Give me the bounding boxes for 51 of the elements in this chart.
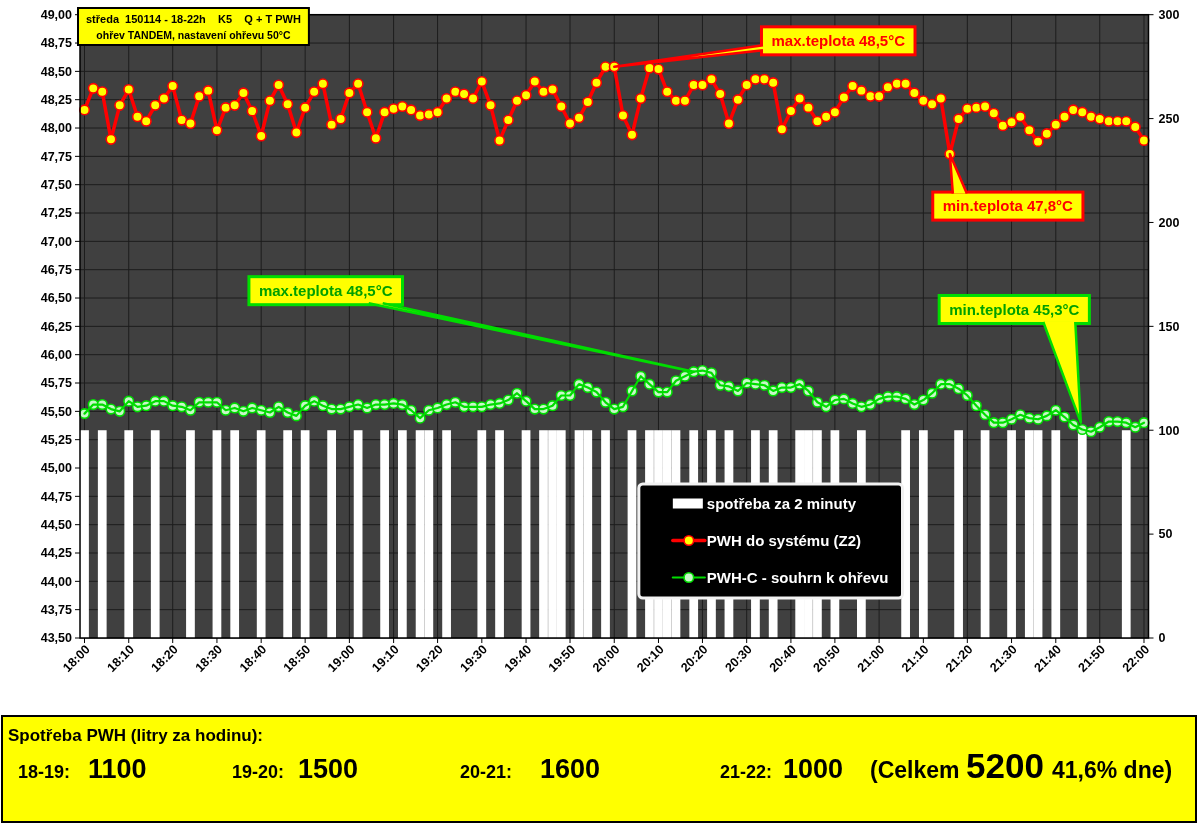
text: ohřev TANDEM, nastavení ohřevu 50°C (96, 29, 291, 41)
y-tick-label: 44,50 (40, 518, 73, 533)
y-tick-label: 48,25 (40, 93, 73, 108)
y-tick-label: 47,50 (40, 178, 73, 193)
y-tick-label: 43,50 (40, 631, 73, 646)
y2-tick-label: 200 (1158, 215, 1180, 230)
text: 5200 (966, 746, 1044, 785)
y-tick-label: 45,50 (40, 404, 73, 419)
legend-label: spotřeba za 2 minuty (706, 494, 857, 512)
y-tick-label: 48,50 (40, 64, 73, 79)
y-tick-label: 48,75 (40, 36, 73, 51)
y-tick-label: 46,00 (40, 348, 73, 363)
annotation: max.teplota 48,5°C (771, 32, 906, 50)
y-tick-label: 47,75 (40, 149, 73, 164)
y-tick-label: 49,00 (40, 8, 73, 23)
y-tick-label: 46,50 (40, 291, 73, 306)
y-tick-label: 45,75 (40, 376, 73, 391)
legend-label: PWH-C - souhrn k ohřevu (706, 568, 889, 586)
chart-title: středa 150114 - 18-22h K5 Q + T PWH (86, 13, 301, 25)
annotation: min.teplota 45,3°C (949, 300, 1080, 318)
y2-tick-label: 300 (1158, 8, 1180, 23)
annotation: max.teplota 48,5°C (258, 282, 393, 300)
text: 1600 (540, 754, 601, 784)
y2-tick-label: 50 (1158, 527, 1173, 542)
text: 1100 (88, 754, 147, 784)
y-tick-label: 43,75 (40, 603, 73, 618)
y-tick-label: 44,00 (40, 574, 73, 589)
y2-tick-label: 150 (1158, 319, 1180, 334)
y2-tick-label: 100 (1158, 423, 1180, 438)
y2-tick-label: 250 (1158, 111, 1180, 126)
y-tick-label: 48,00 (40, 121, 73, 136)
y2-tick-label: 0 (1158, 631, 1166, 646)
y-tick-label: 47,00 (40, 234, 73, 249)
text: 1500 (298, 754, 359, 784)
legend-label: PWH do systému (Z2) (706, 531, 862, 549)
y-tick-label: 46,25 (40, 319, 73, 334)
text: 18-19: (18, 762, 71, 782)
y-tick-label: 45,25 (40, 433, 73, 448)
text: 20-21: (460, 762, 513, 782)
text: 19-20: (232, 762, 285, 782)
text: 41,6% dne) (1052, 757, 1173, 783)
y-tick-label: 44,75 (40, 489, 73, 504)
y-tick-label: 45,00 (40, 461, 73, 476)
text: 21-22: (720, 762, 773, 782)
text: 1000 (783, 754, 844, 784)
y-tick-label: 46,75 (40, 263, 73, 278)
annotation: min.teplota 47,8°C (942, 197, 1074, 215)
text: Spotřeba PWH (litry za hodinu): (8, 726, 263, 745)
y-tick-label: 44,25 (40, 546, 73, 561)
text: (Celkem (870, 757, 960, 783)
y-tick-label: 47,25 (40, 206, 73, 221)
